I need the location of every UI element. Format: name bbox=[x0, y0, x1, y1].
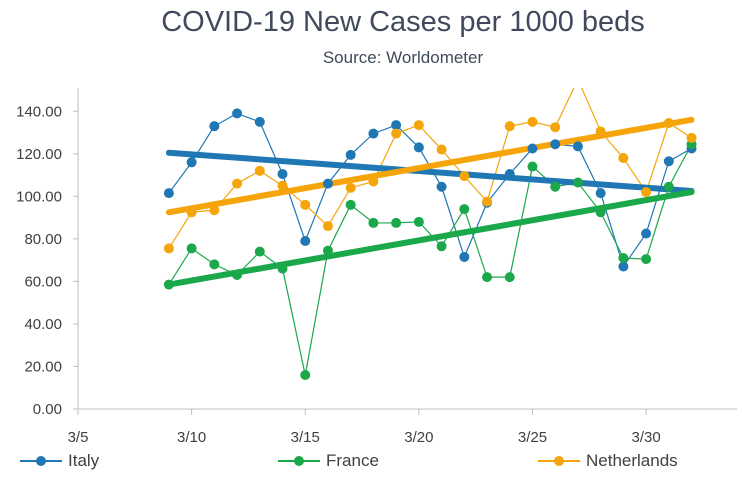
x-tick-label: 3/10 bbox=[177, 429, 206, 446]
data-point-netherlands bbox=[163, 243, 174, 254]
data-point-netherlands bbox=[277, 180, 288, 191]
data-point-netherlands bbox=[482, 196, 493, 207]
data-point-italy bbox=[572, 141, 583, 152]
data-point-netherlands bbox=[663, 117, 674, 128]
data-point-italy bbox=[413, 142, 424, 153]
data-point-france bbox=[163, 279, 174, 290]
data-point-france bbox=[550, 181, 561, 192]
data-point-italy bbox=[641, 228, 652, 239]
trendline-france bbox=[165, 189, 695, 288]
x-tick-label: 3/30 bbox=[632, 429, 661, 446]
legend-netherlands: Netherlands bbox=[536, 450, 678, 472]
y-tick-label: 40.00 bbox=[24, 316, 62, 333]
data-point-italy bbox=[368, 128, 379, 139]
data-point-france bbox=[391, 217, 402, 228]
y-tick-label: 0.00 bbox=[33, 401, 62, 418]
legend-france-label: France bbox=[326, 451, 379, 470]
data-point-italy bbox=[550, 139, 561, 150]
data-point-netherlands bbox=[550, 122, 561, 133]
data-point-france bbox=[618, 253, 629, 264]
x-tick-label: 3/5 bbox=[68, 429, 89, 446]
data-point-france bbox=[482, 272, 493, 283]
data-point-italy bbox=[277, 169, 288, 180]
data-point-italy bbox=[618, 261, 629, 272]
data-point-italy bbox=[186, 157, 197, 168]
data-point-netherlands bbox=[345, 182, 356, 193]
data-point-netherlands bbox=[504, 121, 515, 132]
legend-italy-label: Italy bbox=[68, 451, 100, 470]
data-point-netherlands bbox=[527, 116, 538, 127]
data-point-france bbox=[595, 207, 606, 218]
data-point-netherlands bbox=[459, 171, 470, 182]
trendline-italy bbox=[165, 149, 695, 195]
y-tick-label: 60.00 bbox=[24, 273, 62, 290]
trendline-netherlands bbox=[165, 116, 695, 216]
data-point-netherlands bbox=[368, 176, 379, 187]
data-point-france bbox=[459, 204, 470, 215]
data-point-france bbox=[322, 245, 333, 256]
data-point-italy bbox=[345, 149, 356, 160]
y-tick-label: 120.00 bbox=[16, 146, 62, 163]
data-point-france bbox=[504, 272, 515, 283]
data-point-france bbox=[413, 216, 424, 227]
data-point-netherlands bbox=[254, 165, 265, 176]
data-point-italy bbox=[163, 188, 174, 199]
y-tick-label: 80.00 bbox=[24, 231, 62, 248]
data-point-netherlands bbox=[186, 207, 197, 218]
x-tick-label: 3/20 bbox=[404, 429, 433, 446]
data-point-france bbox=[436, 241, 447, 252]
data-point-netherlands bbox=[686, 132, 697, 143]
data-point-france bbox=[232, 270, 243, 281]
data-point-france bbox=[368, 217, 379, 228]
data-point-france bbox=[277, 263, 288, 274]
data-point-italy bbox=[663, 156, 674, 167]
data-point-italy bbox=[527, 143, 538, 154]
chart-subtitle: Source: Worldometer bbox=[322, 48, 484, 67]
x-tick-label: 3/15 bbox=[291, 429, 320, 446]
data-point-netherlands bbox=[232, 178, 243, 189]
data-point-france bbox=[572, 177, 583, 188]
data-point-italy bbox=[232, 108, 243, 119]
data-point-netherlands bbox=[436, 144, 447, 155]
data-point-netherlands bbox=[300, 199, 311, 210]
data-point-france bbox=[641, 254, 652, 265]
data-point-italy bbox=[504, 169, 515, 180]
data-point-italy bbox=[300, 235, 311, 246]
y-tick-label: 20.00 bbox=[24, 358, 62, 375]
data-point-france bbox=[300, 369, 311, 380]
data-point-netherlands bbox=[573, 74, 583, 84]
y-tick-label: 100.00 bbox=[16, 188, 62, 205]
data-point-netherlands bbox=[618, 153, 629, 164]
legend-netherlands-marker bbox=[538, 456, 580, 466]
legend-italy: Italy bbox=[18, 450, 99, 472]
data-point-france bbox=[254, 246, 265, 257]
data-point-italy bbox=[254, 116, 265, 127]
series-line-france bbox=[168, 143, 693, 376]
legend-italy-marker bbox=[20, 456, 62, 466]
y-tick-label: 140.00 bbox=[16, 103, 62, 120]
legend-france: France bbox=[276, 450, 379, 472]
chart-title: COVID-19 New Cases per 1000 beds bbox=[161, 6, 645, 38]
data-point-france bbox=[209, 259, 220, 270]
data-point-italy bbox=[391, 120, 402, 131]
data-point-italy bbox=[322, 178, 333, 189]
legend-netherlands-label: Netherlands bbox=[586, 451, 678, 470]
data-point-italy bbox=[459, 251, 470, 262]
data-point-netherlands bbox=[413, 120, 424, 131]
data-point-netherlands bbox=[322, 221, 333, 232]
data-point-france bbox=[345, 199, 356, 210]
data-point-france bbox=[186, 243, 197, 254]
data-point-netherlands bbox=[595, 126, 606, 137]
data-point-france bbox=[663, 181, 674, 192]
data-point-netherlands bbox=[641, 187, 652, 198]
data-point-italy bbox=[595, 188, 606, 199]
data-point-france bbox=[527, 161, 538, 172]
data-point-netherlands bbox=[209, 205, 220, 216]
legend-france-marker bbox=[278, 456, 320, 466]
data-point-italy bbox=[209, 121, 220, 132]
data-point-netherlands bbox=[391, 128, 402, 139]
x-tick-label: 3/25 bbox=[518, 429, 547, 446]
data-point-italy bbox=[436, 181, 447, 192]
